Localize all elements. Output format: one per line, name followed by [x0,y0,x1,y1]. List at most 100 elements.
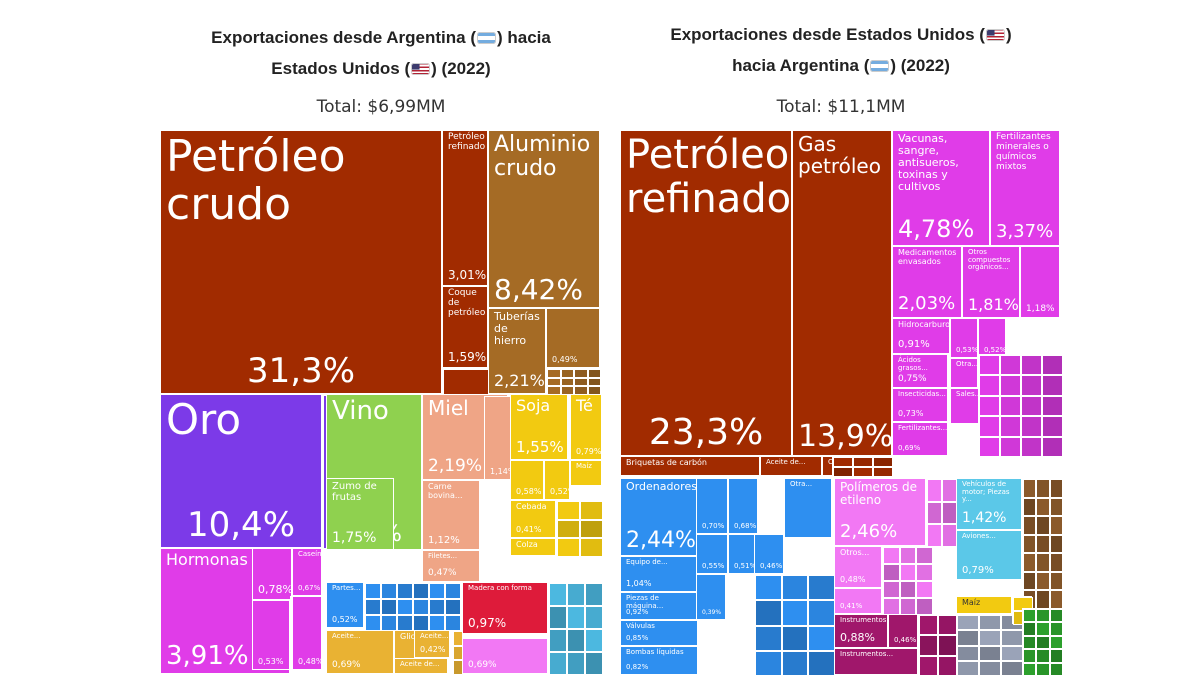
tile-value: 0,68% [734,521,757,530]
small-tiles-cluster [926,478,957,547]
small-tile [883,598,900,615]
small-tile [445,615,461,631]
tile-label: Otra... [790,480,813,488]
small-tile [942,524,957,547]
tile-label: Fertilizantes minerales o químicos mixto… [996,132,1051,172]
small-tile [808,650,835,675]
small-tile [429,583,445,599]
treemap-tile-polimeros-de-etileno: Polímeros de etileno 2,46% [834,478,926,546]
small-tile [1042,395,1062,417]
tile-label: Otra... [956,360,978,368]
tile-value: 2,46% [840,521,898,543]
treemap-tile-caseina: Caseína 0,67% [292,548,322,596]
treemap: Petróleo refinado 23,3% Gas petróleo 13,9% B… [620,130,1062,675]
treemap-tile-11: 0,53% [950,318,978,358]
tile-value: 0,85% [626,633,649,642]
small-tile [808,625,835,651]
treemap-tile-fertilizantes: Fertilizantes... 0,69% [892,422,948,456]
tile-label: Oro [166,395,242,444]
tile-label: Caseína [298,550,322,558]
treemap-tile-coque-de-petroleo: Coque de petróleo 1,59% [442,286,488,368]
tile-value: 3,37% [996,221,1054,243]
small-tile [957,630,979,646]
small-tile [1049,516,1062,535]
small-tile [1042,416,1062,437]
tile-label: Instrumentos... [840,650,894,658]
tile-value: 0,48% [298,656,322,666]
small-tile [1023,609,1037,623]
small-tile [397,615,413,631]
small-tile [453,631,463,646]
treemap-tile-23: 0,51% [728,534,758,574]
tile-label: Aviones... [962,532,996,540]
tile-value: 1,04% [626,578,652,588]
tile-value: 0,92% [626,607,649,616]
small-tile [781,625,809,651]
small-tile [853,457,873,467]
treemap-tile-acidos-grasos: Ácidos grasos... 0,75% [892,354,948,388]
treemap-tile-sales: Sales... [950,388,980,424]
tile-label: Briquetas de carbón [626,458,707,467]
treemap-tile-petroleo-crudo: Petróleo crudo 31,3% [160,130,442,394]
small-tile [443,369,489,395]
treemap-tile-vehiculos-de-motor-piezas-y: Vehículos de motor; Piezas y... 1,42% [956,478,1022,530]
small-tile [557,501,580,520]
treemap-tile-partes: Partes... 0,52% [326,582,364,628]
treemap-tile-otros-compuestos-organicos: Otros compuestos orgánicos... 1,81% [962,246,1020,318]
small-tile [979,416,1000,437]
treemap-tile-32: 0,69% [462,638,548,674]
tile-label: Té [576,396,593,415]
tile-value: 2,21% [494,371,545,391]
small-tile [1036,590,1050,609]
treemap-tile-otros: Otros... 0,48% [834,546,882,588]
small-tiles-cluster [832,456,893,477]
small-tile [1049,534,1062,554]
small-tile [942,501,957,525]
treemap-tile-6: 0,49% [546,308,600,368]
treemap-tile-colza: Colza [510,538,556,556]
small-tile [560,386,574,395]
small-tile [755,625,782,651]
small-tile [1023,553,1037,572]
small-tile [1049,590,1062,609]
small-tile [547,386,561,395]
small-tile [1042,355,1062,376]
small-tile [413,615,429,631]
small-tile [979,660,1001,675]
small-tiles-cluster [452,630,463,675]
chart-title: Exportaciones desde Estados Unidos () ha… [670,25,1012,75]
small-tiles-cluster [442,368,489,395]
tile-label: Sales... [956,390,980,398]
small-tile [873,467,893,477]
tile-value: 0,82% [626,662,649,671]
tile-value: 0,53% [956,345,978,354]
small-tile [1000,375,1021,396]
treemap-tile-soja: Soja 1,55% [510,394,568,460]
small-tile [1049,662,1062,675]
flag-argentina-icon [476,32,496,44]
tile-label: Aluminio crudo [494,132,591,182]
small-tile [585,629,602,652]
small-tile [1049,497,1062,517]
treemap-tile-aceite: Aceite... 0,69% [326,630,394,674]
treemap-tile-32: 0,41% [834,588,882,614]
small-tile [1021,395,1042,417]
treemap-tile-piezas-de-maquina: Piezas de máquina... 0,92% [620,592,698,620]
treemap-tile-9: 1,18% [1020,246,1060,318]
tile-value: 0,79% [576,446,602,456]
flag-united-states-icon [985,29,1005,41]
small-tile [1001,660,1023,675]
tile-label: Insecticidas... [898,390,946,398]
small-tile [1036,571,1050,591]
small-tile [1023,622,1037,636]
small-tiles-cluster [548,582,602,675]
tile-value: 0,78% [258,583,292,597]
small-tile [567,629,585,652]
tile-value: 4,78% [898,214,975,243]
small-tile [549,606,567,629]
treemap-tile-maiz: Maíz [570,460,602,486]
small-tile [549,629,567,652]
small-tiles-cluster [290,596,293,675]
small-tile [979,615,1001,631]
small-tile [567,606,585,629]
